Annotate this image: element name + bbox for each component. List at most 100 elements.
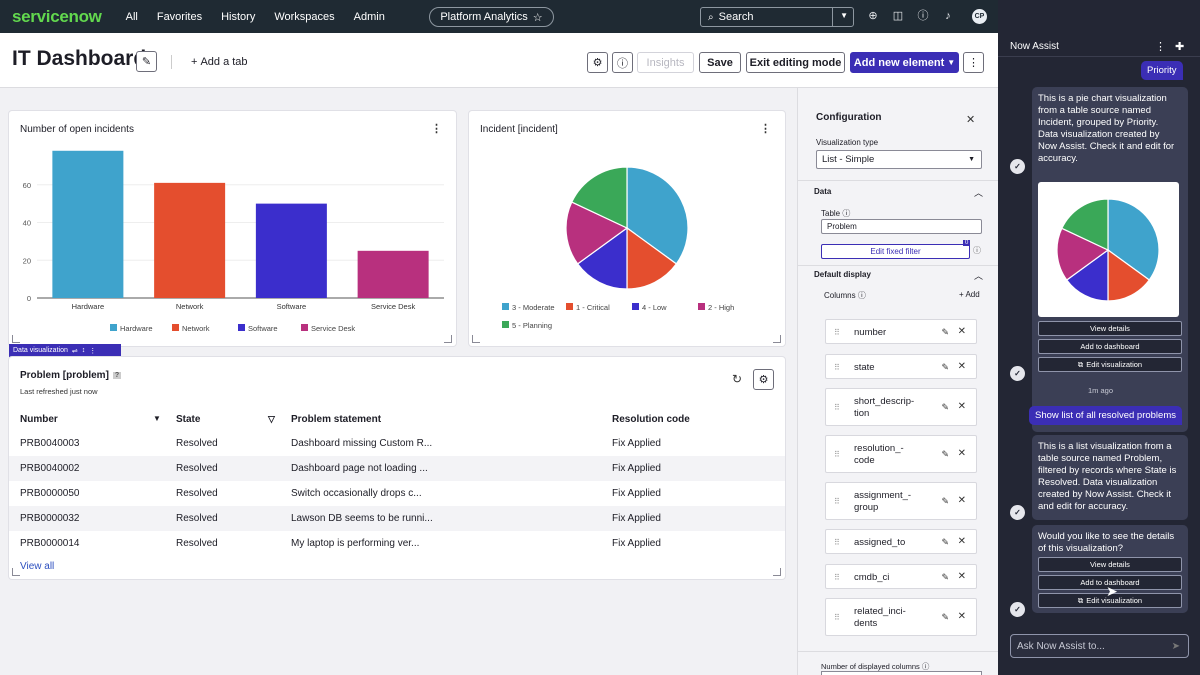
info-button[interactable]: ⓘ bbox=[612, 52, 633, 73]
add-column-button[interactable]: + Add bbox=[959, 290, 980, 299]
pencil-icon[interactable]: ✎ bbox=[941, 537, 949, 547]
nav-admin[interactable]: Admin bbox=[353, 10, 385, 23]
chevron-down-icon[interactable]: ▼ bbox=[840, 11, 848, 20]
close-icon[interactable]: ✕ bbox=[957, 361, 966, 372]
close-icon[interactable]: ✕ bbox=[957, 571, 966, 582]
save-button[interactable]: Save bbox=[699, 52, 741, 73]
pencil-icon[interactable]: ✎ bbox=[941, 572, 949, 582]
search-input[interactable]: Search bbox=[718, 11, 754, 23]
pencil-icon[interactable]: ✎ bbox=[941, 496, 949, 506]
servicenow-logo[interactable]: servicenow bbox=[12, 7, 102, 27]
kebab-icon[interactable]: ⋮ bbox=[760, 123, 771, 135]
pie-chart-card[interactable]: Incident [incident] ⋮ 3 - Moderate 1 - Cr… bbox=[469, 111, 785, 346]
sort-desc-icon[interactable]: ▼ bbox=[153, 414, 161, 423]
filter-icon[interactable]: ⇌ bbox=[71, 347, 78, 355]
table-row[interactable]: PRB0040002 Resolved Dashboard page not l… bbox=[9, 456, 785, 481]
chevron-up-icon[interactable]: ︿ bbox=[974, 188, 984, 198]
nav-all[interactable]: All bbox=[125, 10, 138, 23]
add-to-dashboard-button[interactable]: Add to dashboard bbox=[1038, 339, 1182, 354]
table-row[interactable]: PRB0000032 Resolved Lawson DB seems to b… bbox=[9, 506, 785, 531]
resize-handle-left[interactable] bbox=[12, 335, 20, 343]
row-number[interactable]: PRB0000032 bbox=[20, 513, 80, 524]
sort-icon[interactable]: ↕ bbox=[81, 347, 86, 354]
view-all-link[interactable]: View all bbox=[20, 561, 55, 572]
bell-icon[interactable]: ♪ bbox=[945, 10, 951, 22]
pencil-icon[interactable]: ✎ bbox=[941, 402, 949, 412]
column-item-cmdb-ci[interactable]: ⠿ cmdb_ci ✎ ✕ bbox=[825, 564, 977, 589]
settings-button[interactable]: ⚙ bbox=[587, 52, 608, 73]
more-options-button[interactable]: ⋮ bbox=[963, 52, 984, 73]
send-icon[interactable]: ➤ bbox=[1171, 640, 1180, 652]
resize-handle-left[interactable] bbox=[472, 335, 480, 343]
close-icon[interactable]: ✕ bbox=[957, 495, 966, 506]
star-icon[interactable]: ☆ bbox=[532, 11, 543, 24]
drag-handle-icon[interactable]: ⠿ bbox=[834, 328, 840, 337]
pie-preview[interactable] bbox=[1038, 182, 1179, 317]
header-state[interactable]: State bbox=[176, 414, 201, 425]
pencil-icon[interactable]: ✎ bbox=[941, 362, 949, 372]
globe-icon[interactable]: ⊕ bbox=[868, 10, 878, 22]
resize-handle-left[interactable] bbox=[12, 568, 20, 576]
add-new-element-button[interactable]: Add new element ▼ bbox=[850, 52, 959, 73]
drag-handle-icon[interactable]: ⠿ bbox=[834, 403, 840, 412]
kebab-icon[interactable]: ⋮ bbox=[1155, 41, 1166, 53]
nav-history[interactable]: History bbox=[221, 10, 256, 23]
kebab-icon[interactable]: ⋮ bbox=[431, 123, 442, 135]
table-row[interactable]: PRB0000014 Resolved My laptop is perform… bbox=[9, 531, 785, 556]
table-row[interactable]: PRB0000050 Resolved Switch occasionally … bbox=[9, 481, 785, 506]
avatar[interactable]: CP bbox=[972, 9, 987, 24]
drag-handle-icon[interactable]: ⠿ bbox=[834, 573, 840, 582]
insights-button[interactable]: Insights bbox=[637, 52, 694, 73]
resize-handle-right[interactable] bbox=[773, 568, 781, 576]
pencil-icon[interactable]: ✎ bbox=[941, 612, 949, 622]
column-item-related-incidents[interactable]: ⠿ related_inci-dents ✎ ✕ bbox=[825, 598, 977, 636]
help-icon[interactable]: ⓘ bbox=[917, 10, 929, 22]
viz-type-select[interactable]: List - Simple ▼ bbox=[816, 150, 982, 169]
header-resolution-code[interactable]: Resolution code bbox=[612, 414, 690, 425]
add-to-dashboard-button[interactable]: Add to dashboard bbox=[1038, 575, 1182, 590]
nav-favorites[interactable]: Favorites bbox=[156, 10, 203, 23]
filter-icon[interactable]: ▽ bbox=[268, 414, 275, 424]
resize-handle-right[interactable] bbox=[444, 335, 452, 343]
drag-handle-icon[interactable]: ⠿ bbox=[834, 538, 840, 547]
view-details-button[interactable]: View details bbox=[1038, 321, 1182, 336]
nav-workspaces[interactable]: Workspaces bbox=[274, 10, 335, 23]
header-problem-statement[interactable]: Problem statement bbox=[291, 414, 382, 425]
kebab-icon[interactable]: ⋮ bbox=[89, 347, 97, 355]
row-number[interactable]: PRB0040003 bbox=[20, 438, 80, 449]
close-icon[interactable]: ✕ bbox=[957, 448, 966, 459]
edit-visualization-button[interactable]: ⧉ Edit visualization bbox=[1038, 593, 1182, 608]
refresh-icon[interactable]: ↻ bbox=[732, 372, 743, 386]
view-details-button[interactable]: View details bbox=[1038, 557, 1182, 572]
data-visualization-tag[interactable]: Data visualization ⇌ ↕ ⋮ bbox=[9, 344, 121, 357]
resize-handle-right[interactable] bbox=[773, 335, 781, 343]
exit-editing-button[interactable]: Exit editing mode bbox=[746, 52, 845, 73]
close-icon[interactable]: ✕ bbox=[957, 611, 966, 622]
header-number[interactable]: Number bbox=[20, 414, 58, 425]
close-icon[interactable]: ✕ bbox=[957, 326, 966, 337]
pencil-icon[interactable]: ✎ bbox=[941, 327, 949, 337]
drag-handle-icon[interactable]: ⠿ bbox=[834, 450, 840, 459]
chat-icon[interactable]: ◫ bbox=[892, 10, 904, 22]
edit-fixed-filter-button[interactable]: Edit fixed filter bbox=[821, 244, 970, 259]
column-item-assigned-to[interactable]: ⠿ assigned_to ✎ ✕ bbox=[825, 529, 977, 554]
edit-visualization-button[interactable]: ⧉ Edit visualization bbox=[1038, 357, 1182, 372]
close-icon[interactable]: ✕ bbox=[966, 114, 976, 126]
num-displayed-input[interactable] bbox=[821, 671, 982, 675]
column-item-resolution-code[interactable]: ⠿ resolution_- code ✎ ✕ bbox=[825, 435, 977, 473]
edit-title-button[interactable]: ✎ bbox=[136, 51, 157, 72]
pencil-icon[interactable]: ✎ bbox=[941, 449, 949, 459]
row-number[interactable]: PRB0000050 bbox=[20, 488, 80, 499]
column-item-short-description[interactable]: ⠿ short_descrip-tion ✎ ✕ bbox=[825, 388, 977, 426]
ask-now-assist-input[interactable]: Ask Now Assist to... ➤ bbox=[1010, 634, 1189, 658]
list-settings-button[interactable]: ⚙ bbox=[753, 369, 774, 390]
global-search[interactable]: ⌕ Search ▼ bbox=[700, 7, 854, 27]
column-item-state[interactable]: ⠿ state ✎ ✕ bbox=[825, 354, 977, 379]
drag-handle-icon[interactable]: ⠿ bbox=[834, 497, 840, 506]
pin-icon[interactable]: ✚ bbox=[1175, 41, 1185, 53]
bar-chart-card[interactable]: Number of open incidents ⋮ 0 20 40 60 Hardwa… bbox=[9, 111, 456, 346]
drag-handle-icon[interactable]: ⠿ bbox=[834, 613, 840, 622]
column-item-number[interactable]: ⠿ number ✎ ✕ bbox=[825, 319, 977, 344]
table-row[interactable]: PRB0040003 Resolved Dashboard missing Cu… bbox=[9, 431, 785, 456]
table-input[interactable]: Problem bbox=[821, 219, 982, 234]
